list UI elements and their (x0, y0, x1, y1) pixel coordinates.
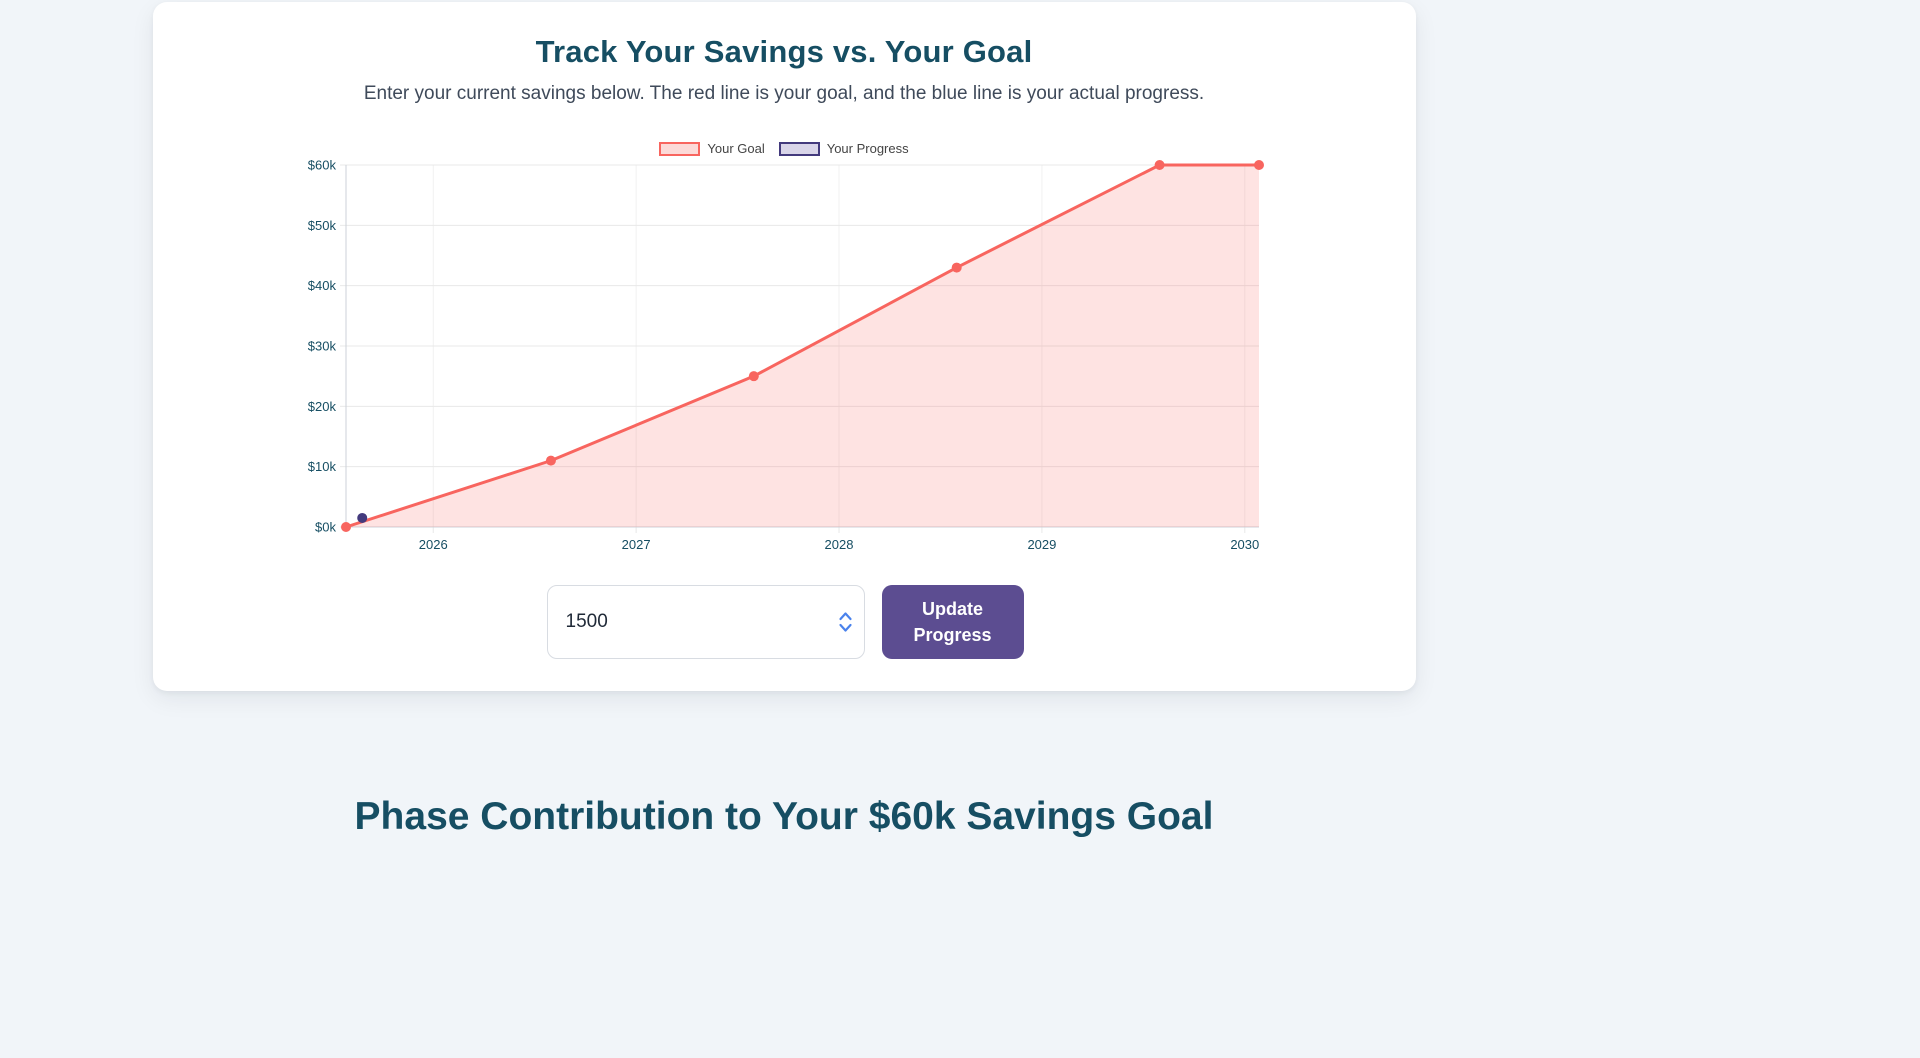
update-progress-button[interactable]: Update Progress (881, 585, 1024, 659)
svg-text:2026: 2026 (418, 537, 447, 552)
svg-text:2030: 2030 (1230, 537, 1259, 552)
svg-text:$20k: $20k (307, 399, 336, 414)
goal-legend-swatch-icon (659, 141, 701, 156)
svg-text:$0k: $0k (315, 520, 336, 535)
savings-input-group (546, 585, 865, 659)
savings-tracker-card: Track Your Savings vs. Your Goal Enter y… (152, 2, 1416, 691)
svg-text:$40k: $40k (307, 278, 336, 293)
savings-amount-input[interactable] (546, 585, 865, 659)
svg-text:2028: 2028 (824, 537, 853, 552)
svg-text:$60k: $60k (307, 160, 336, 173)
progress-legend-label: Your Progress (826, 141, 909, 156)
savings-chart: 2026 2027 2028 2029 2030 $0k $10k $20k $30k $40k $… (307, 160, 1264, 552)
card-subtitle: Enter your current savings below. The re… (363, 83, 1205, 104)
legend-item-your-goal[interactable]: Your Goal (659, 141, 765, 156)
phase-section-title: Phase Contribution to Your $60k Savings … (354, 795, 1214, 838)
card-title: Track Your Savings vs. Your Goal (535, 34, 1033, 69)
goal-legend-label: Your Goal (707, 141, 765, 156)
chart-legend: Your Goal Your Progress (153, 141, 1416, 156)
svg-text:$30k: $30k (307, 339, 336, 354)
svg-text:$50k: $50k (307, 218, 336, 233)
number-stepper-icon[interactable] (838, 610, 853, 634)
svg-text:2029: 2029 (1027, 537, 1056, 552)
progress-legend-swatch-icon (778, 141, 820, 156)
page-content: Track Your Savings vs. Your Goal Enter y… (152, 2, 1416, 838)
legend-item-your-progress[interactable]: Your Progress (778, 141, 909, 156)
svg-text:2027: 2027 (621, 537, 650, 552)
svg-text:$10k: $10k (307, 459, 336, 474)
